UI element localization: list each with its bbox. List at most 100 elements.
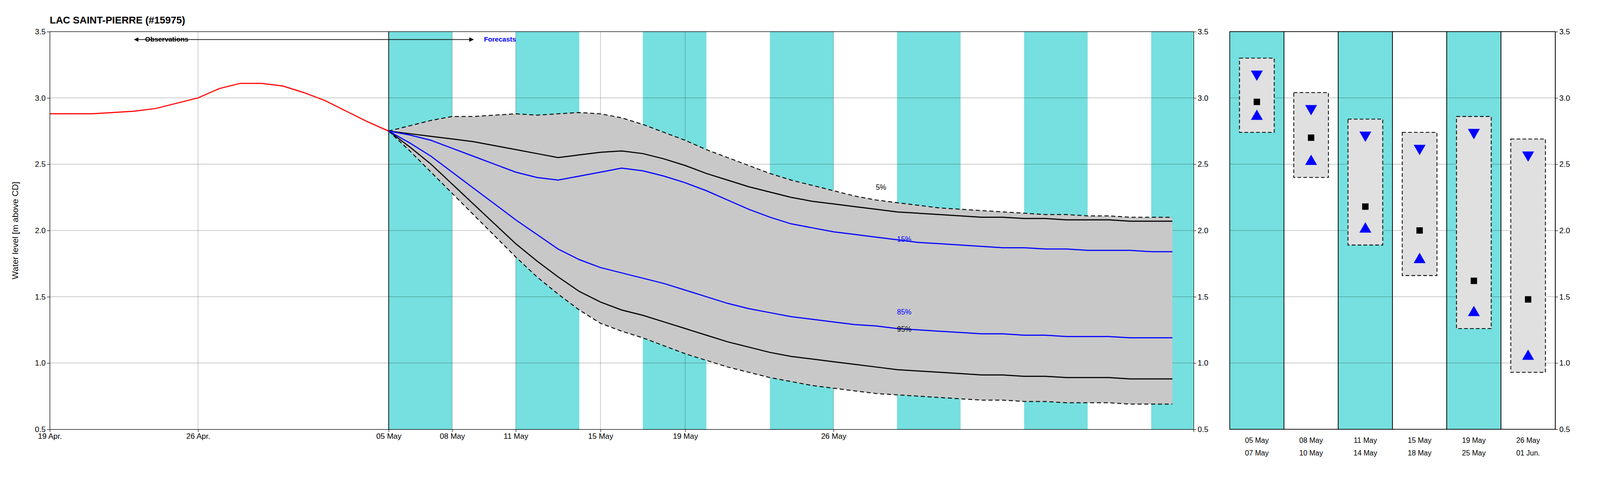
range-box (1239, 58, 1275, 133)
panel-marks (1456, 116, 1492, 329)
tick-label: 0.5 (1559, 425, 1571, 435)
category-label: 05 May (1245, 436, 1269, 445)
tick-label: 3.0 (1559, 94, 1571, 103)
grid-line (1392, 97, 1447, 99)
tick: 2.5 (1193, 160, 1209, 169)
grid-line (1229, 296, 1284, 298)
tick-mark (1193, 297, 1197, 298)
grid-line (1229, 363, 1284, 364)
area (388, 112, 1173, 405)
grid-line (1392, 363, 1447, 364)
tick-label: 2.5 (34, 160, 46, 169)
line (388, 131, 1173, 222)
tick-mark (47, 230, 50, 232)
annotation: 95% (896, 325, 912, 334)
panel-background (1338, 31, 1393, 430)
tick-mark (1193, 31, 1197, 33)
tick-label: 1.5 (1559, 292, 1571, 302)
grid-line (1229, 230, 1284, 232)
tick: 15 May (588, 429, 614, 441)
arrow (388, 39, 474, 41)
tick-label: 1.5 (34, 292, 46, 302)
panel-y-axis: 0.51.01.52.02.53.03.5 (1555, 27, 1571, 435)
tick-label: 19 May (672, 432, 699, 441)
x-axis: 19 Apr.26 Apr.05 May08 May11 May15 May19… (37, 429, 1194, 441)
tick: 1.5 (1555, 292, 1571, 302)
marker (1250, 109, 1263, 121)
tick: 1.5 (1193, 292, 1209, 302)
tick-mark (47, 31, 50, 33)
marker (1359, 131, 1372, 142)
tick-mark (47, 429, 50, 430)
tick-mark (1193, 230, 1197, 232)
tick-label: 1.0 (1559, 358, 1571, 368)
tick: 0.5 (1193, 425, 1209, 435)
annotations: 5%15%85%95%ObservationsForecasts (134, 35, 912, 334)
tick-label: 26 Apr. (186, 432, 211, 441)
axis-domain (1555, 32, 1559, 430)
panel-border (1229, 31, 1284, 430)
grid-line (49, 31, 1194, 33)
marker (1359, 222, 1372, 233)
y-axis-right: 0.51.01.52.02.53.03.5 (1193, 27, 1209, 435)
category-label: 18 May (1407, 449, 1432, 458)
marker (1307, 134, 1315, 142)
range-box (1402, 132, 1438, 276)
line (388, 131, 1173, 339)
panel-border (1392, 31, 1447, 430)
grid-line (1338, 363, 1393, 364)
marker (1524, 296, 1532, 303)
line (388, 112, 1173, 218)
grid-line (49, 97, 1194, 99)
category-label: 26 May (1516, 436, 1540, 445)
tick-label: 3.0 (34, 94, 46, 103)
tick-label: 2.5 (1559, 160, 1571, 169)
tick: 08 May (439, 429, 466, 441)
tick-mark (47, 363, 50, 364)
annotation: 15% (896, 235, 912, 244)
marker (1522, 151, 1534, 162)
grid-line (1446, 363, 1501, 364)
tick-label: 2.0 (1197, 226, 1209, 236)
marker (1362, 203, 1369, 210)
panel-marks (1402, 132, 1438, 276)
tick: 3.5 (1193, 27, 1209, 37)
category-label: 14 May (1353, 449, 1378, 458)
tick: 2.0 (1193, 226, 1209, 236)
marker (1522, 349, 1534, 360)
grid-line (1338, 296, 1393, 298)
panel-marks (1293, 92, 1329, 178)
y-axis: 0.51.01.52.02.53.03.5 (34, 27, 50, 435)
tick-label: 08 May (439, 432, 466, 441)
annotation: 5% (875, 183, 887, 192)
tick: 3.0 (34, 94, 50, 103)
panel-background (1229, 31, 1284, 430)
tick-label: 05 May (376, 432, 402, 441)
panel-background (1392, 31, 1447, 430)
tick-label: 15 May (588, 432, 614, 441)
category-label: 10 May (1299, 449, 1323, 458)
category-label: 01 Jun. (1516, 449, 1540, 458)
marker (1253, 98, 1261, 105)
tick: 0.5 (34, 425, 50, 435)
tick: 3.0 (1193, 94, 1209, 103)
grid-line (1446, 97, 1501, 99)
y-axis-title: Water level [m above CD] (10, 181, 20, 280)
separator-line (388, 31, 390, 430)
grid-line (1283, 230, 1339, 232)
tick: 26 Apr. (186, 429, 211, 441)
grid-line (197, 31, 199, 430)
tick: 3.5 (34, 27, 50, 37)
background (388, 31, 1194, 430)
category-label: 15 May (1407, 436, 1432, 445)
frame (49, 31, 1194, 33)
tick-mark (1555, 31, 1558, 33)
tick: 2.0 (34, 226, 50, 236)
tick-mark (1555, 363, 1558, 364)
panel-background (1446, 31, 1501, 430)
chart: 19 Apr.26 Apr.05 May08 May11 May15 May19… (0, 0, 1600, 479)
grid-line (1283, 296, 1339, 298)
category-label: 19 May (1462, 436, 1486, 445)
marker (1413, 252, 1426, 264)
grid-line (1392, 296, 1447, 298)
